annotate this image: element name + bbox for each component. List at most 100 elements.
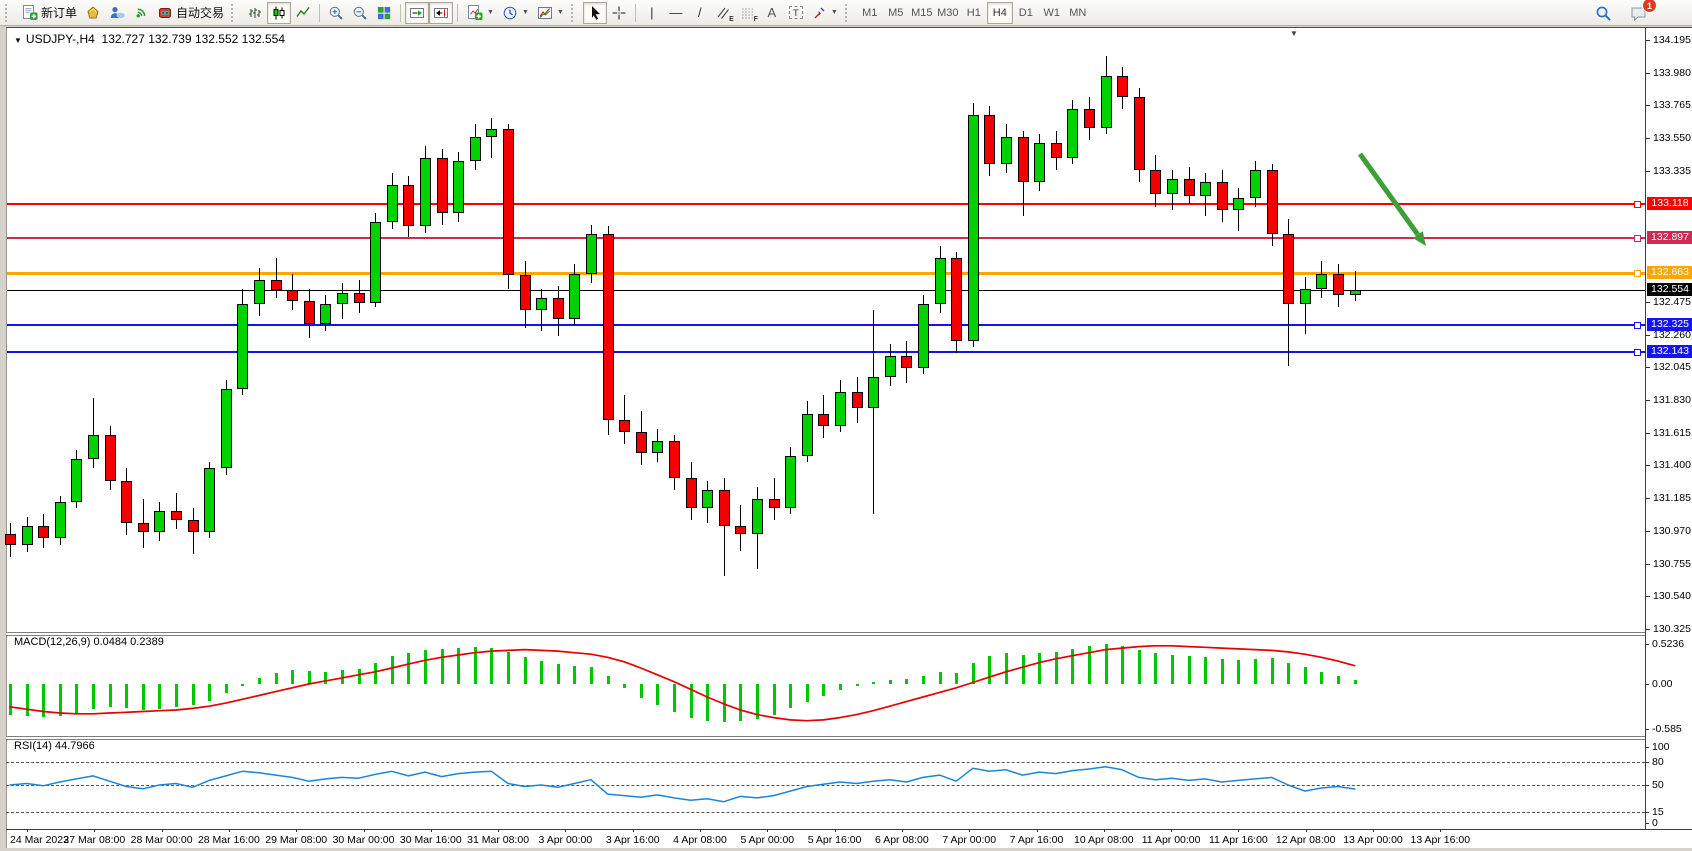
- macd-histogram-bar: [1005, 653, 1008, 684]
- candle-body: [187, 520, 199, 533]
- macd-histogram-bar: [1071, 648, 1075, 684]
- autotrading-label: 自动交易: [176, 6, 225, 20]
- community-profile-button[interactable]: [105, 2, 129, 24]
- zoom-out-button[interactable]: [348, 2, 372, 24]
- chart-bottom-border: [6, 829, 1692, 830]
- rsi-level-line: [6, 762, 1645, 764]
- auto-scroll-button[interactable]: [405, 1, 430, 24]
- candle-body: [1250, 170, 1261, 198]
- new-order-button[interactable]: 新订单: [17, 2, 81, 24]
- trendline-tool-button[interactable]: /: [688, 2, 712, 24]
- candle-wick: [541, 288, 543, 332]
- timeframe-h1-button[interactable]: H1: [966, 6, 981, 19]
- crosshair-tool-button[interactable]: [607, 2, 631, 24]
- horizontal-line-object[interactable]: [7, 202, 1645, 205]
- clock-icon: [502, 5, 518, 21]
- candle-wick: [873, 310, 875, 515]
- arrows-icon: [812, 5, 827, 21]
- timeframe-w1-button[interactable]: W1: [1043, 6, 1061, 19]
- zoom-in-button[interactable]: [324, 2, 348, 24]
- tile-windows-button[interactable]: [372, 2, 396, 24]
- time-axis-label: 3 Apr 16:00: [605, 834, 660, 846]
- candle-body: [536, 297, 548, 311]
- time-axis-label: 11 Apr 00:00: [1141, 834, 1201, 846]
- horizontal-line-object[interactable]: [7, 271, 1645, 275]
- time-axis-label: 27 Mar 08:00: [63, 834, 126, 846]
- notifications-button[interactable]: 1: [1626, 0, 1657, 24]
- styler-button[interactable]: [81, 2, 105, 24]
- macd-histogram-bar: [1171, 654, 1174, 684]
- macd-pane-separator[interactable]: [6, 632, 1645, 636]
- line-chart-mode-button[interactable]: [291, 2, 315, 24]
- templates-button[interactable]: ▼: [533, 2, 568, 24]
- cursor-tool-button[interactable]: [582, 1, 607, 24]
- macd-histogram-bar: [1187, 656, 1191, 684]
- timeframe-m30-button[interactable]: M30: [937, 6, 959, 19]
- chart-area[interactable]: ▼ USDJPY-,H4 132.727 132.739 132.552 132.…: [5, 28, 1692, 848]
- search-button[interactable]: [1591, 2, 1616, 24]
- vertical-line-tool-button[interactable]: |: [640, 2, 664, 24]
- candle-body: [652, 441, 664, 454]
- rsi-level-line: [6, 785, 1645, 786]
- dropdown-caret-icon: ▼: [521, 9, 529, 16]
- timeframe-mn-button[interactable]: MN: [1069, 6, 1087, 19]
- toolbar-grip[interactable]: [5, 3, 12, 22]
- chart-menu-caret-icon[interactable]: ▼: [14, 36, 22, 45]
- equidistant-channel-tool-button[interactable]: E: [712, 2, 736, 24]
- macd-histogram-bar: [1088, 645, 1091, 684]
- horizontal-line-tool-button[interactable]: —: [664, 2, 688, 24]
- trend-arrow-annotation[interactable]: [1357, 152, 1420, 237]
- timeframe-m15-button[interactable]: M15: [911, 6, 933, 19]
- timeframe-d1-button[interactable]: D1: [1018, 6, 1033, 19]
- price-line-label: 132.663: [1647, 266, 1692, 280]
- toolbar-grip[interactable]: [844, 3, 852, 22]
- autotrading-button[interactable]: 自动交易: [153, 2, 228, 24]
- timeframe-m1-button[interactable]: M1: [862, 6, 878, 19]
- candle-body: [104, 434, 116, 481]
- candle-body: [1017, 136, 1029, 183]
- toolbar-separator: [457, 3, 459, 22]
- macd-histogram-bar: [1353, 680, 1357, 684]
- candle-body: [602, 234, 614, 420]
- toolbar-grip[interactable]: [570, 3, 578, 22]
- rsi-tick-mark: [1645, 823, 1649, 824]
- periods-button[interactable]: ▼: [498, 2, 533, 24]
- candle-body: [303, 301, 315, 324]
- time-axis-label: 5 Apr 16:00: [807, 834, 862, 846]
- macd-histogram-bar: [938, 671, 942, 684]
- macd-histogram-bar: [108, 684, 112, 707]
- text-tool-button[interactable]: A: [760, 2, 784, 24]
- candle-body: [569, 273, 581, 320]
- chart-shift-marker[interactable]: ▼: [1290, 29, 1298, 38]
- macd-histogram-bar: [175, 684, 178, 707]
- horizontal-line-object[interactable]: [7, 351, 1645, 354]
- signals-button[interactable]: [129, 2, 153, 24]
- candle-body: [71, 459, 83, 502]
- macd-histogram-bar: [341, 670, 344, 684]
- price-line-label: 132.897: [1647, 230, 1692, 244]
- price-tick-label: 131.400: [1653, 459, 1691, 472]
- time-axis-label: 4 Apr 08:00: [673, 834, 727, 846]
- macd-tick-label: 0.5236: [1652, 637, 1685, 650]
- horizontal-line-object[interactable]: [7, 323, 1645, 326]
- bar-chart-mode-button[interactable]: [243, 2, 267, 24]
- macd-tick-label: -0.585: [1652, 722, 1682, 735]
- candlestick-mode-button[interactable]: [267, 1, 292, 24]
- rsi-pane-separator[interactable]: [6, 736, 1645, 740]
- timeframe-m5-button[interactable]: M5: [888, 6, 904, 19]
- fibonacci-tool-button[interactable]: F: [736, 2, 760, 24]
- chart-shift-button[interactable]: [429, 1, 454, 24]
- price-tick-label: 132.045: [1653, 361, 1691, 374]
- candle-body: [204, 468, 216, 533]
- chart-window[interactable]: ▼ USDJPY-,H4 132.727 132.739 132.552 132.…: [5, 27, 1692, 848]
- macd-histogram-bar: [872, 682, 876, 684]
- candle-body: [220, 389, 232, 469]
- candle-body: [801, 413, 813, 457]
- toolbar-grip[interactable]: [231, 3, 238, 22]
- indicators-button[interactable]: ▼: [462, 2, 498, 24]
- candle-body: [934, 258, 946, 305]
- arrows-tool-button[interactable]: ▼: [808, 2, 842, 24]
- horizontal-line-object[interactable]: [7, 236, 1645, 239]
- text-label-tool-button[interactable]: T: [784, 2, 808, 24]
- timeframe-h4-button[interactable]: H4: [986, 1, 1013, 24]
